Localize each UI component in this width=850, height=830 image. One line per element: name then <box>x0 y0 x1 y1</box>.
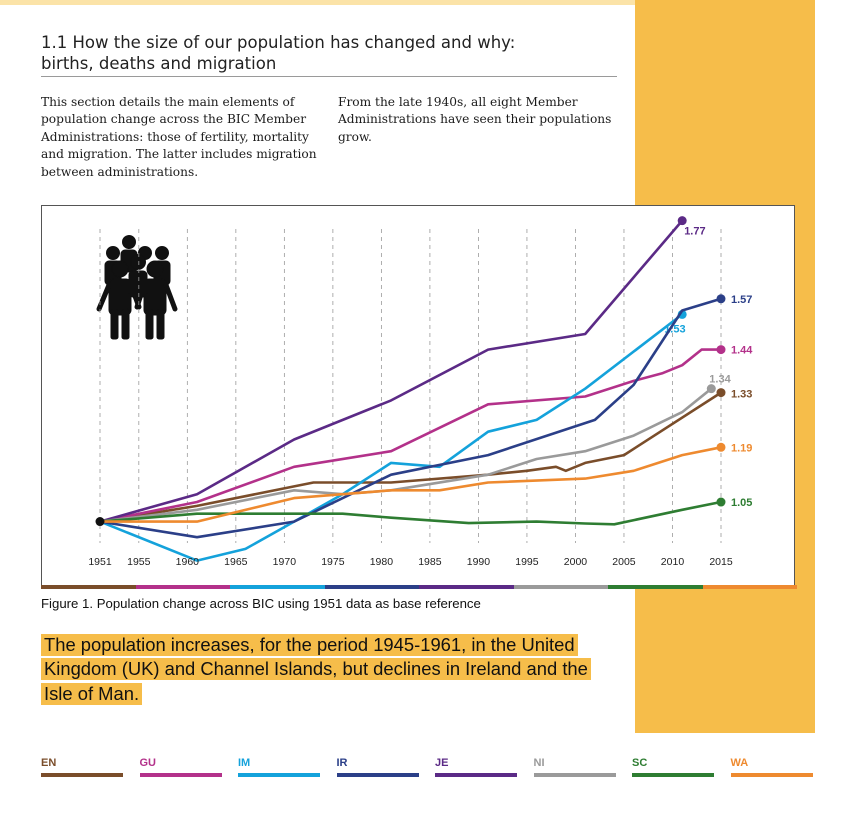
x-tick-label: 1970 <box>273 556 297 568</box>
legend-item-je: JE <box>435 757 517 777</box>
series-line-sc <box>98 500 723 526</box>
legend-label: WA <box>730 757 749 769</box>
x-tick-label: 1960 <box>176 556 200 568</box>
series-end-label-ir: 1.57 <box>731 294 752 306</box>
legend-label: GU <box>139 757 157 769</box>
legend-label: NI <box>533 757 545 769</box>
legend-swatch <box>632 773 714 777</box>
legend-item-wa: WA <box>730 757 813 777</box>
series-line-ir <box>98 297 723 539</box>
highlight-statement: The population increases, for the period… <box>41 633 601 706</box>
legend-swatch <box>41 773 123 777</box>
title-divider <box>41 76 617 77</box>
x-axis-ticks: 1951 1955 1960 1965 1970 1975 1980 1985 1990 1995… <box>88 556 733 568</box>
legend-item-en: EN <box>41 757 123 777</box>
x-tick-label: 1985 <box>418 556 442 568</box>
series-line-ni <box>98 387 713 523</box>
color-bar-segment-sc <box>608 585 703 589</box>
legend-swatch <box>435 773 517 777</box>
x-tick-label: 1995 <box>515 556 539 568</box>
series-end-point-sc <box>716 497 726 507</box>
color-bar-segment-je <box>419 585 514 589</box>
color-bar-segment-gu <box>135 585 230 589</box>
section-title-line2: births, deaths and migration <box>41 54 277 73</box>
series-end-point-ni <box>706 384 716 394</box>
series-line-je <box>98 219 684 523</box>
section-title: 1.1 How the size of our population has c… <box>41 32 621 74</box>
x-tick-label: 2005 <box>612 556 636 568</box>
x-tick-label: 1951 <box>88 556 112 568</box>
intro-left-paragraph: This section details the main elements o… <box>41 95 317 179</box>
series-line-gu <box>98 348 723 523</box>
color-bar-segment-ni <box>513 585 608 589</box>
series-end-point-ir <box>716 294 726 304</box>
chart-legend: EN GU IM IR JE NI SC WA <box>41 757 821 787</box>
series-end-label-gu: 1.44 <box>731 345 753 357</box>
population-chart: 1.33 1.44 1.53 1.57 1.77 1.34 1.05 1.19 1951 195… <box>41 205 795 586</box>
people-group-icon <box>96 235 178 340</box>
color-bar-segment-wa <box>702 585 797 589</box>
legend-swatch <box>730 773 813 777</box>
x-tick-label: 1955 <box>127 556 151 568</box>
series-line-im <box>98 313 684 562</box>
x-tick-label: 1965 <box>224 556 248 568</box>
x-tick-label: 1975 <box>321 556 345 568</box>
legend-label: SC <box>632 757 648 769</box>
intro-right-paragraph: From the late 1940s, all eight Member Ad… <box>338 95 612 144</box>
color-bar-segment-en <box>41 585 136 589</box>
legend-label: JE <box>435 757 449 769</box>
legend-swatch <box>238 773 320 777</box>
chart-canvas: 1.331.441.531.571.771.341.051.19 1951 195… <box>88 216 753 568</box>
series-end-point-wa <box>716 442 726 452</box>
series-end-label-im: 1.53 <box>664 323 685 335</box>
legend-label: IM <box>238 757 251 769</box>
top-accent-strip <box>0 0 635 5</box>
x-tick-label: 1980 <box>370 556 394 568</box>
legend-label: EN <box>41 757 57 769</box>
x-tick-label: 2015 <box>709 556 733 568</box>
figure-caption: Figure 1. Population change across BIC u… <box>41 596 481 611</box>
x-tick-label: 2010 <box>661 556 685 568</box>
chart-series: 1.33 1.44 1.53 1.57 1.77 1.34 1.05 1.19 <box>95 216 753 562</box>
x-tick-label: 2000 <box>564 556 588 568</box>
legend-swatch <box>533 773 616 777</box>
legend-label: IR <box>336 757 348 769</box>
series-end-label-wa: 1.19 <box>731 442 752 454</box>
section-title-line1: 1.1 How the size of our population has c… <box>41 33 516 52</box>
series-end-label-sc: 1.05 <box>731 497 752 509</box>
chart-color-bar <box>41 585 797 589</box>
highlight-text: The population increases, for the period… <box>41 634 591 705</box>
legend-item-gu: GU <box>139 757 222 777</box>
series-end-label-en: 1.33 <box>731 389 752 401</box>
series-line-en <box>98 391 723 523</box>
base-point <box>95 517 105 527</box>
series-end-point-je <box>677 216 687 226</box>
legend-item-ni: NI <box>533 757 616 777</box>
color-bar-segment-im <box>230 585 325 589</box>
x-tick-label: 1990 <box>467 556 491 568</box>
legend-swatch <box>336 773 419 777</box>
legend-item-ir: IR <box>336 757 419 777</box>
legend-swatch <box>139 773 222 777</box>
series-end-label-je: 1.77 <box>684 226 705 238</box>
color-bar-segment-ir <box>324 585 419 589</box>
legend-item-sc: SC <box>632 757 714 777</box>
legend-item-im: IM <box>238 757 320 777</box>
series-end-point-en <box>716 388 726 398</box>
series-end-point-gu <box>716 345 726 355</box>
series-end-label-ni: 1.34 <box>709 374 731 386</box>
series-line-wa <box>98 446 723 523</box>
